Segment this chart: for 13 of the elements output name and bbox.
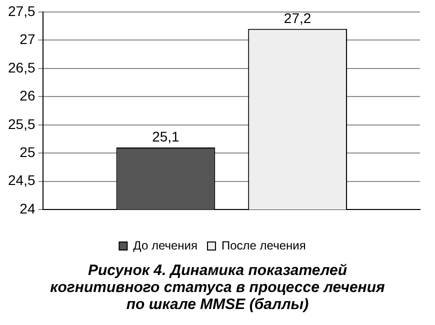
y-tick-label: 26,5	[8, 59, 36, 76]
y-tick-label: 26	[20, 88, 36, 104]
data-label: 27,2	[284, 10, 312, 26]
legend-label: После лечения	[221, 238, 306, 252]
y-tick-label: 24,5	[8, 172, 36, 188]
y-tick-label: 25,5	[8, 116, 36, 132]
y-tick-label: 25	[20, 144, 36, 160]
legend-label: До лечения	[133, 238, 198, 252]
y-tick-label: 27,5	[8, 2, 36, 19]
y-tick-label: 27	[20, 31, 36, 48]
data-label: 25,1	[152, 128, 180, 144]
text: Рисунок 4. Динамика показателей когнитивного статуса в процессе лечения по шкале MMSE (баллы)	[49, 262, 386, 313]
y-tick-label: 24	[20, 200, 36, 216]
